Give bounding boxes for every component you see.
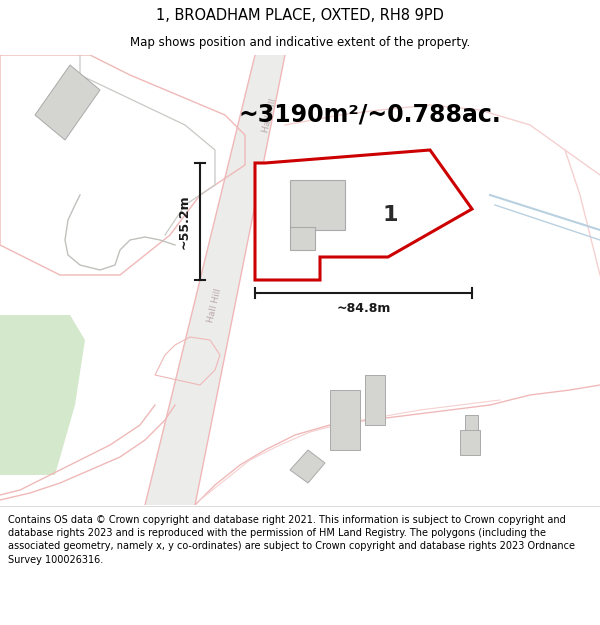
Polygon shape xyxy=(465,415,478,430)
Polygon shape xyxy=(145,55,285,505)
Polygon shape xyxy=(330,390,360,450)
Text: Map shows position and indicative extent of the property.: Map shows position and indicative extent… xyxy=(130,36,470,49)
Polygon shape xyxy=(290,180,345,230)
Text: Hall Hill: Hall Hill xyxy=(206,287,224,323)
Polygon shape xyxy=(290,450,325,483)
Text: ~55.2m: ~55.2m xyxy=(178,194,191,249)
Text: Contains OS data © Crown copyright and database right 2021. This information is : Contains OS data © Crown copyright and d… xyxy=(8,515,575,564)
Text: ~84.8m: ~84.8m xyxy=(337,301,391,314)
Text: ~3190m²/~0.788ac.: ~3190m²/~0.788ac. xyxy=(239,103,502,127)
Polygon shape xyxy=(365,375,385,425)
Text: 1, BROADHAM PLACE, OXTED, RH8 9PD: 1, BROADHAM PLACE, OXTED, RH8 9PD xyxy=(156,8,444,23)
Text: Hall Hill: Hall Hill xyxy=(262,97,278,133)
Polygon shape xyxy=(0,315,85,475)
Text: 1: 1 xyxy=(382,205,398,225)
Polygon shape xyxy=(35,65,100,140)
Polygon shape xyxy=(255,150,472,280)
Polygon shape xyxy=(460,430,480,455)
Polygon shape xyxy=(290,227,315,250)
